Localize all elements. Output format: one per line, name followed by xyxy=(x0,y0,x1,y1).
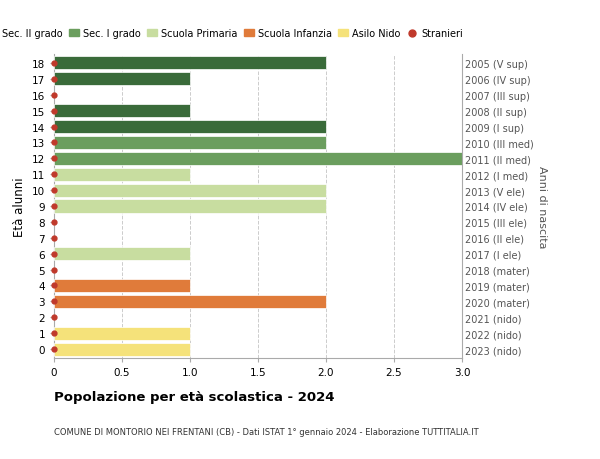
Bar xyxy=(54,73,190,86)
Bar xyxy=(54,168,190,181)
Text: Popolazione per età scolastica - 2024: Popolazione per età scolastica - 2024 xyxy=(54,390,335,403)
Bar xyxy=(54,121,326,134)
Legend: Sec. II grado, Sec. I grado, Scuola Primaria, Scuola Infanzia, Asilo Nido, Stran: Sec. II grado, Sec. I grado, Scuola Prim… xyxy=(0,25,467,43)
Bar xyxy=(54,247,190,261)
Bar xyxy=(54,105,190,118)
Y-axis label: Età alunni: Età alunni xyxy=(13,177,26,236)
Bar xyxy=(54,200,326,213)
Y-axis label: Anni di nascita: Anni di nascita xyxy=(538,165,547,248)
Bar xyxy=(54,280,190,292)
Bar xyxy=(54,327,190,340)
Bar xyxy=(54,343,190,356)
Bar xyxy=(54,295,326,308)
Bar xyxy=(54,184,326,197)
Bar xyxy=(54,57,326,70)
Bar xyxy=(54,137,326,150)
Bar xyxy=(54,152,462,166)
Text: COMUNE DI MONTORIO NEI FRENTANI (CB) - Dati ISTAT 1° gennaio 2024 - Elaborazione: COMUNE DI MONTORIO NEI FRENTANI (CB) - D… xyxy=(54,427,479,436)
